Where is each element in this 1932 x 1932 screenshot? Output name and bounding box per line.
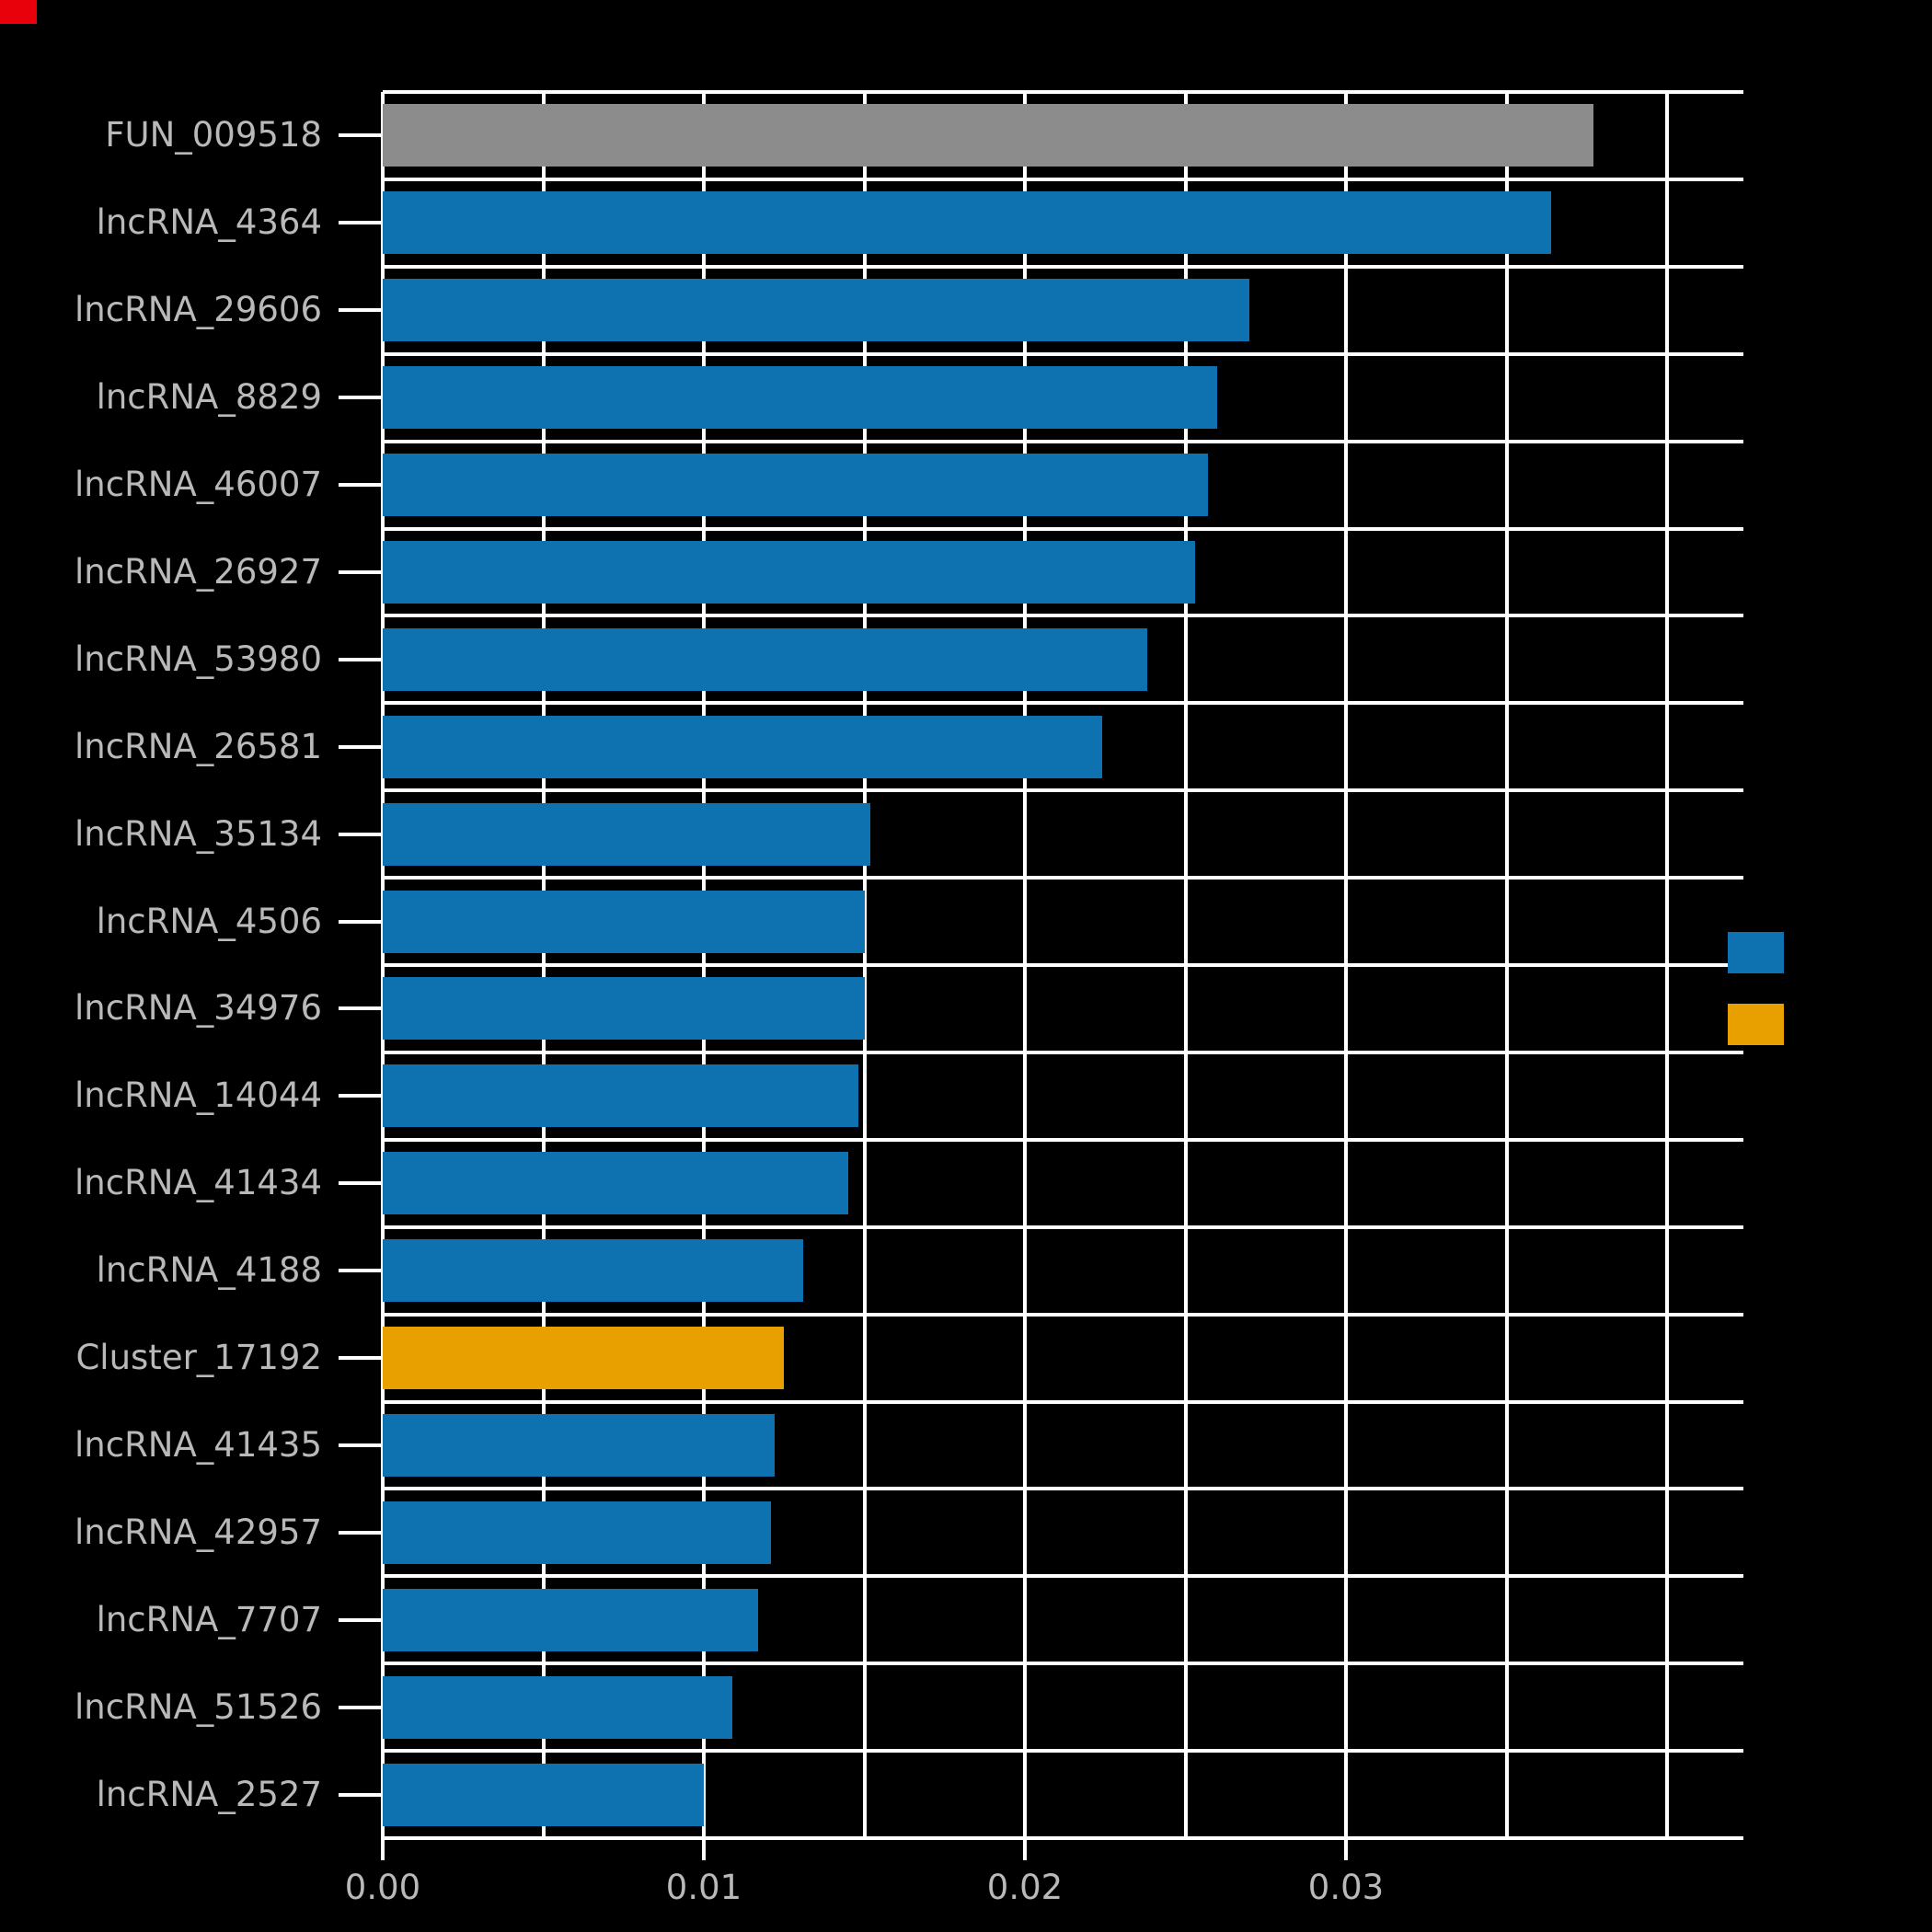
y-axis-label: lncRNA_41434 bbox=[75, 1163, 322, 1203]
bar-lncRNA_34976 bbox=[383, 977, 865, 1041]
bar-lncRNA_4506 bbox=[383, 890, 865, 953]
grid-line-horizontal bbox=[383, 439, 1743, 443]
y-axis-tick bbox=[339, 1006, 383, 1011]
y-axis-tick bbox=[339, 483, 383, 488]
y-axis-label: lncRNA_14044 bbox=[75, 1075, 322, 1116]
grid-line-horizontal bbox=[383, 876, 1743, 880]
bar-lncRNA_42957 bbox=[383, 1501, 772, 1564]
bar-lncRNA_46007 bbox=[383, 454, 1208, 517]
y-axis-label: lncRNA_8829 bbox=[96, 377, 322, 418]
y-axis-tick bbox=[339, 832, 383, 836]
x-axis-tick bbox=[1344, 1838, 1348, 1860]
grid-line-horizontal bbox=[383, 1662, 1743, 1666]
grid-line-horizontal bbox=[383, 614, 1743, 618]
y-axis-tick bbox=[339, 133, 383, 138]
bar-lncRNA_35134 bbox=[383, 802, 871, 866]
grid-line-horizontal bbox=[383, 90, 1743, 94]
plot-area: FUN_009518 lncRNA_4364 lncRNA_29606 lncRNA_… bbox=[75, 90, 1743, 1907]
y-axis-tick bbox=[339, 1181, 383, 1186]
y-axis-label: lncRNA_51526 bbox=[75, 1686, 322, 1727]
y-axis-label: lncRNA_4188 bbox=[96, 1250, 322, 1291]
y-axis-label: lncRNA_42957 bbox=[75, 1512, 322, 1552]
y-axis-label: lncRNA_4364 bbox=[96, 202, 322, 243]
y-axis-label: lncRNA_35134 bbox=[75, 813, 322, 854]
y-axis-label: lncRNA_29606 bbox=[75, 290, 322, 330]
bar-lncRNA_4364 bbox=[383, 191, 1552, 255]
x-axis-tick-label: 0.01 bbox=[665, 1868, 742, 1907]
y-axis-tick bbox=[339, 1094, 383, 1098]
y-axis-tick bbox=[339, 919, 383, 924]
grid-line-horizontal bbox=[383, 1225, 1743, 1229]
y-axis-label: Cluster_17192 bbox=[75, 1338, 322, 1378]
y-axis-tick bbox=[339, 396, 383, 400]
y-axis-tick bbox=[339, 1617, 383, 1622]
bar-lncRNA_51526 bbox=[383, 1675, 733, 1739]
bar-lncRNA_26581 bbox=[383, 715, 1102, 778]
y-axis-label: lncRNA_7707 bbox=[96, 1599, 322, 1639]
x-axis-tick bbox=[381, 1838, 385, 1860]
grid-line-horizontal bbox=[383, 1399, 1743, 1404]
grid-line-horizontal bbox=[383, 1749, 1743, 1754]
y-axis-tick bbox=[339, 1443, 383, 1447]
y-axis-tick bbox=[339, 1356, 383, 1361]
grid-line-horizontal bbox=[383, 701, 1743, 706]
bar-lncRNA_7707 bbox=[383, 1588, 759, 1651]
y-axis-tick bbox=[339, 1792, 383, 1797]
bar-lncRNA_4188 bbox=[383, 1239, 804, 1303]
grid-line-horizontal bbox=[383, 1050, 1743, 1054]
y-axis-label: lncRNA_2527 bbox=[96, 1774, 322, 1814]
bar-lncRNA_2527 bbox=[383, 1763, 704, 1826]
bar-lncRNA_14044 bbox=[383, 1064, 858, 1128]
y-axis-tick bbox=[339, 308, 383, 313]
bar-lncRNA_8829 bbox=[383, 366, 1218, 430]
y-axis-label: lncRNA_41435 bbox=[75, 1424, 322, 1465]
y-axis-label: FUN_009518 bbox=[105, 115, 322, 155]
y-axis-tick bbox=[339, 569, 383, 574]
corner-red-mark bbox=[0, 0, 37, 24]
bar-lncRNA_26927 bbox=[383, 540, 1195, 604]
y-axis-tick bbox=[339, 1269, 383, 1273]
legend-swatch-blue bbox=[1728, 932, 1784, 973]
bar-lncRNA_29606 bbox=[383, 279, 1250, 342]
y-axis-label: lncRNA_53980 bbox=[75, 638, 322, 679]
x-axis-tick bbox=[1023, 1838, 1027, 1860]
y-axis-label: lncRNA_26581 bbox=[75, 726, 322, 766]
bar-lncRNA_41434 bbox=[383, 1152, 849, 1215]
grid-line-horizontal bbox=[383, 1574, 1743, 1579]
bar-lncRNA_53980 bbox=[383, 627, 1147, 691]
grid-line-horizontal bbox=[383, 177, 1743, 181]
grid-line-horizontal bbox=[383, 526, 1743, 531]
y-axis-tick bbox=[339, 1705, 383, 1709]
grid-line-horizontal bbox=[383, 1312, 1743, 1317]
bar-lncRNA_41435 bbox=[383, 1413, 775, 1477]
y-axis-tick bbox=[339, 1530, 383, 1535]
x-axis-tick-label: 0.00 bbox=[344, 1868, 421, 1907]
grid-line-horizontal bbox=[383, 1836, 1743, 1840]
grid-line-horizontal bbox=[383, 351, 1743, 356]
y-axis-label: lncRNA_26927 bbox=[75, 551, 322, 592]
y-axis-tick bbox=[339, 221, 383, 225]
bar-FUN_009518 bbox=[383, 104, 1593, 167]
bar-Cluster_17192 bbox=[383, 1327, 785, 1390]
y-axis-label: lncRNA_4506 bbox=[96, 901, 322, 941]
y-axis-label: lncRNA_46007 bbox=[75, 465, 322, 505]
legend-swatch-orange bbox=[1728, 1004, 1784, 1045]
x-axis-tick-label: 0.02 bbox=[986, 1868, 1064, 1907]
grid-line-horizontal bbox=[383, 788, 1743, 793]
y-axis-label: lncRNA_34976 bbox=[75, 988, 322, 1029]
grid-line-horizontal bbox=[383, 1487, 1743, 1491]
grid-line-horizontal bbox=[383, 963, 1743, 967]
grid-line-horizontal bbox=[383, 1137, 1743, 1142]
x-axis-tick-label: 0.03 bbox=[1307, 1868, 1385, 1907]
y-axis-tick bbox=[339, 744, 383, 749]
x-axis-tick bbox=[702, 1838, 706, 1860]
y-axis-tick bbox=[339, 657, 383, 661]
grid-line-horizontal bbox=[383, 264, 1743, 269]
